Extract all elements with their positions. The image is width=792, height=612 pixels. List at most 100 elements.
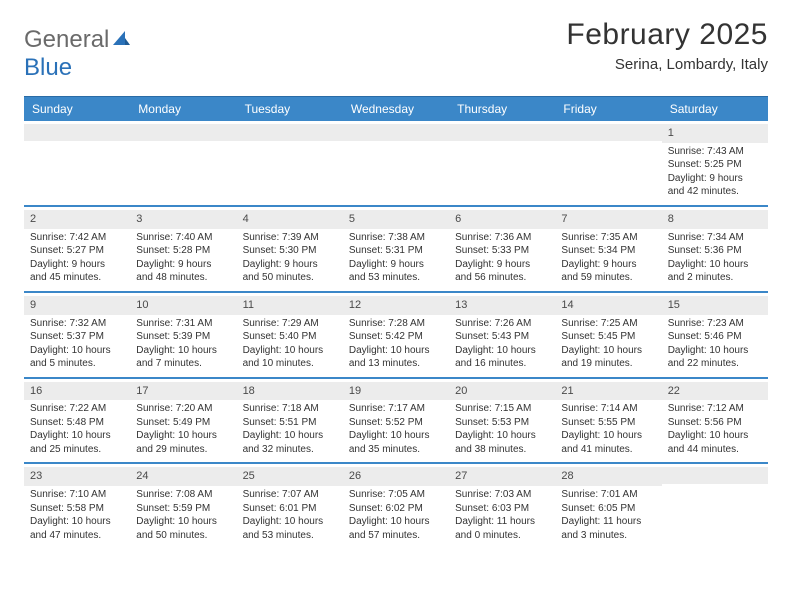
- sunset-text: Sunset: 5:49 PM: [136, 416, 230, 430]
- weekday-label: Tuesday: [237, 97, 343, 121]
- sunrise-text: Sunrise: 7:08 AM: [136, 488, 230, 502]
- daylight-text: Daylight: 9 hours and 42 minutes.: [668, 172, 762, 199]
- sunrise-text: Sunrise: 7:15 AM: [455, 402, 549, 416]
- day-number: 15: [662, 296, 768, 315]
- daylight-text: Daylight: 10 hours and 38 minutes.: [455, 429, 549, 456]
- day-cell: 19Sunrise: 7:17 AMSunset: 5:52 PMDayligh…: [343, 379, 449, 463]
- daylight-text: Daylight: 10 hours and 50 minutes.: [136, 515, 230, 542]
- day-number: 4: [237, 210, 343, 229]
- day-cell: 13Sunrise: 7:26 AMSunset: 5:43 PMDayligh…: [449, 293, 555, 377]
- daylight-text: Daylight: 10 hours and 32 minutes.: [243, 429, 337, 456]
- week-row: 1Sunrise: 7:43 AMSunset: 5:25 PMDaylight…: [24, 121, 768, 205]
- sunrise-text: Sunrise: 7:12 AM: [668, 402, 762, 416]
- day-cell: 2Sunrise: 7:42 AMSunset: 5:27 PMDaylight…: [24, 207, 130, 291]
- sunset-text: Sunset: 5:42 PM: [349, 330, 443, 344]
- day-number: 1: [662, 124, 768, 143]
- day-cell: [237, 121, 343, 205]
- daylight-text: Daylight: 10 hours and 7 minutes.: [136, 344, 230, 371]
- day-number: [449, 124, 555, 141]
- day-cell: 12Sunrise: 7:28 AMSunset: 5:42 PMDayligh…: [343, 293, 449, 377]
- sunrise-text: Sunrise: 7:05 AM: [349, 488, 443, 502]
- sunset-text: Sunset: 5:34 PM: [561, 244, 655, 258]
- weekday-label: Sunday: [24, 97, 130, 121]
- weekday-label: Saturday: [662, 97, 768, 121]
- sail-icon: [111, 26, 131, 53]
- day-number: 13: [449, 296, 555, 315]
- day-cell: 18Sunrise: 7:18 AMSunset: 5:51 PMDayligh…: [237, 379, 343, 463]
- sunset-text: Sunset: 5:40 PM: [243, 330, 337, 344]
- daylight-text: Daylight: 10 hours and 41 minutes.: [561, 429, 655, 456]
- daylight-text: Daylight: 11 hours and 3 minutes.: [561, 515, 655, 542]
- sunrise-text: Sunrise: 7:28 AM: [349, 317, 443, 331]
- daylight-text: Daylight: 10 hours and 57 minutes.: [349, 515, 443, 542]
- sunset-text: Sunset: 5:30 PM: [243, 244, 337, 258]
- sunset-text: Sunset: 5:56 PM: [668, 416, 762, 430]
- day-number: 20: [449, 382, 555, 401]
- day-cell: 7Sunrise: 7:35 AMSunset: 5:34 PMDaylight…: [555, 207, 661, 291]
- sunset-text: Sunset: 6:03 PM: [455, 502, 549, 516]
- day-number: 3: [130, 210, 236, 229]
- header: GeneralBlue February 2025 Serina, Lombar…: [24, 18, 768, 82]
- brand-logo: GeneralBlue: [24, 26, 131, 82]
- day-cell: 4Sunrise: 7:39 AMSunset: 5:30 PMDaylight…: [237, 207, 343, 291]
- day-number: 27: [449, 467, 555, 486]
- day-cell: 26Sunrise: 7:05 AMSunset: 6:02 PMDayligh…: [343, 464, 449, 548]
- sunset-text: Sunset: 6:01 PM: [243, 502, 337, 516]
- sunset-text: Sunset: 5:36 PM: [668, 244, 762, 258]
- sunrise-text: Sunrise: 7:42 AM: [30, 231, 124, 245]
- day-number: 7: [555, 210, 661, 229]
- day-cell: 3Sunrise: 7:40 AMSunset: 5:28 PMDaylight…: [130, 207, 236, 291]
- daylight-text: Daylight: 10 hours and 16 minutes.: [455, 344, 549, 371]
- sunset-text: Sunset: 6:05 PM: [561, 502, 655, 516]
- weekday-label: Friday: [555, 97, 661, 121]
- daylight-text: Daylight: 10 hours and 19 minutes.: [561, 344, 655, 371]
- day-number: [237, 124, 343, 141]
- daylight-text: Daylight: 10 hours and 22 minutes.: [668, 344, 762, 371]
- day-cell: 5Sunrise: 7:38 AMSunset: 5:31 PMDaylight…: [343, 207, 449, 291]
- sunrise-text: Sunrise: 7:35 AM: [561, 231, 655, 245]
- calendar: SundayMondayTuesdayWednesdayThursdayFrid…: [24, 96, 768, 548]
- week-row: 16Sunrise: 7:22 AMSunset: 5:48 PMDayligh…: [24, 377, 768, 463]
- location-label: Serina, Lombardy, Italy: [566, 56, 768, 73]
- day-number: 10: [130, 296, 236, 315]
- day-number: [555, 124, 661, 141]
- weekday-label: Wednesday: [343, 97, 449, 121]
- sunset-text: Sunset: 5:52 PM: [349, 416, 443, 430]
- day-cell: [555, 121, 661, 205]
- day-number: 14: [555, 296, 661, 315]
- sunrise-text: Sunrise: 7:18 AM: [243, 402, 337, 416]
- sunset-text: Sunset: 5:33 PM: [455, 244, 549, 258]
- sunset-text: Sunset: 5:55 PM: [561, 416, 655, 430]
- day-cell: [662, 464, 768, 548]
- sunrise-text: Sunrise: 7:39 AM: [243, 231, 337, 245]
- sunrise-text: Sunrise: 7:20 AM: [136, 402, 230, 416]
- day-number: 24: [130, 467, 236, 486]
- day-cell: 27Sunrise: 7:03 AMSunset: 6:03 PMDayligh…: [449, 464, 555, 548]
- weekday-label: Thursday: [449, 97, 555, 121]
- day-cell: [130, 121, 236, 205]
- sunset-text: Sunset: 5:59 PM: [136, 502, 230, 516]
- daylight-text: Daylight: 10 hours and 5 minutes.: [30, 344, 124, 371]
- day-number: 6: [449, 210, 555, 229]
- daylight-text: Daylight: 10 hours and 25 minutes.: [30, 429, 124, 456]
- week-row: 2Sunrise: 7:42 AMSunset: 5:27 PMDaylight…: [24, 205, 768, 291]
- sunrise-text: Sunrise: 7:10 AM: [30, 488, 124, 502]
- day-cell: 24 Sunrise: 7:08 AMSunset: 5:59 PMDayligh…: [130, 464, 236, 548]
- day-number: 12: [343, 296, 449, 315]
- sunrise-text: Sunrise: 7:31 AM: [136, 317, 230, 331]
- day-cell: 9Sunrise: 7:32 AMSunset: 5:37 PMDaylight…: [24, 293, 130, 377]
- day-number: 25: [237, 467, 343, 486]
- sunset-text: Sunset: 5:37 PM: [30, 330, 124, 344]
- day-cell: 16Sunrise: 7:22 AMSunset: 5:48 PMDayligh…: [24, 379, 130, 463]
- sunrise-text: Sunrise: 7:26 AM: [455, 317, 549, 331]
- day-cell: [449, 121, 555, 205]
- sunset-text: Sunset: 5:28 PM: [136, 244, 230, 258]
- day-number: 28: [555, 467, 661, 486]
- day-cell: 11Sunrise: 7:29 AMSunset: 5:40 PMDayligh…: [237, 293, 343, 377]
- daylight-text: Daylight: 9 hours and 53 minutes.: [349, 258, 443, 285]
- daylight-text: Daylight: 10 hours and 2 minutes.: [668, 258, 762, 285]
- day-cell: 17Sunrise: 7:20 AMSunset: 5:49 PMDayligh…: [130, 379, 236, 463]
- sunset-text: Sunset: 5:25 PM: [668, 158, 762, 172]
- day-cell: 1Sunrise: 7:43 AMSunset: 5:25 PMDaylight…: [662, 121, 768, 205]
- sunrise-text: Sunrise: 7:34 AM: [668, 231, 762, 245]
